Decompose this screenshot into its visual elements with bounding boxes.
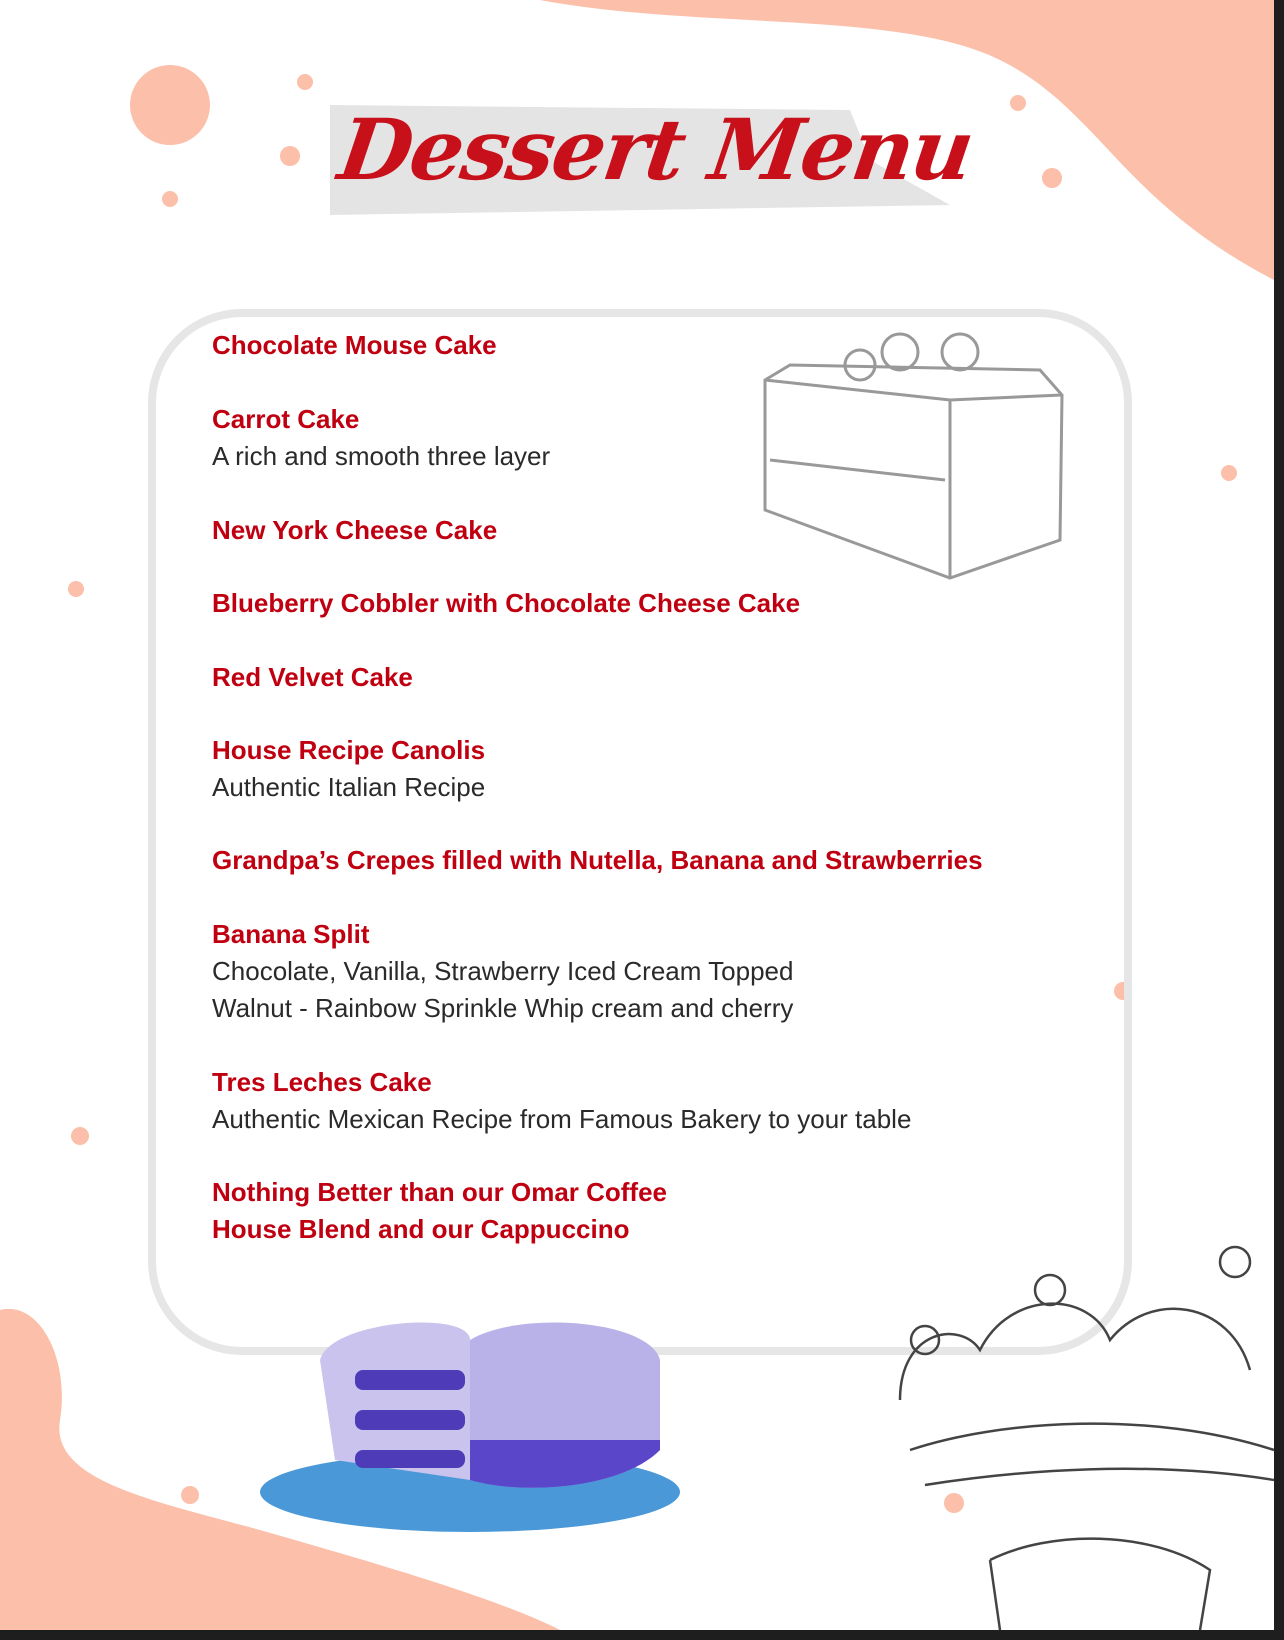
dot — [130, 65, 210, 145]
menu-item-name: Tres Leches Cake — [212, 1067, 432, 1097]
menu-item-name: Banana Split — [212, 919, 370, 949]
menu-item-description: Authentic Mexican Recipe from Famous Bak… — [212, 1104, 912, 1134]
menu-item-description: A rich and smooth three layer — [212, 441, 551, 471]
menu-item-name: Red Velvet Cake — [212, 662, 413, 692]
menu-item-description: Authentic Italian Recipe — [212, 772, 486, 802]
menu-item-description: Walnut - Rainbow Sprinkle Whip cream and… — [212, 993, 794, 1023]
peach-wave-top-right — [540, 0, 1274, 280]
menu-item-name: Chocolate Mouse Cake — [212, 330, 497, 360]
banana-split-sketch-icon — [898, 1245, 1274, 1630]
menu-item-name: Blueberry Cobbler with Chocolate Cheese … — [212, 588, 801, 618]
layer-cake-icon — [260, 1322, 680, 1532]
title-brush-stroke — [330, 105, 950, 215]
cake-slice-sketch-icon — [763, 332, 1064, 580]
menu-item-name: Carrot Cake — [212, 404, 360, 434]
menu-item-name: House Recipe Canolis — [212, 735, 486, 765]
page-title: Dessert Menu — [333, 100, 979, 199]
menu-item-description: Chocolate, Vanilla, Strawberry Iced Crea… — [212, 956, 794, 986]
menu-item-name: Grandpa’s Crepes filled with Nutella, Ba… — [212, 845, 983, 875]
menu-item-name: New York Cheese Cake — [212, 515, 498, 545]
menu-item-name: Nothing Better than our Omar Coffee — [212, 1177, 668, 1207]
menu-item-name: House Blend and our Cappuccino — [212, 1214, 630, 1244]
peach-wave-bottom-left — [0, 1308, 560, 1630]
